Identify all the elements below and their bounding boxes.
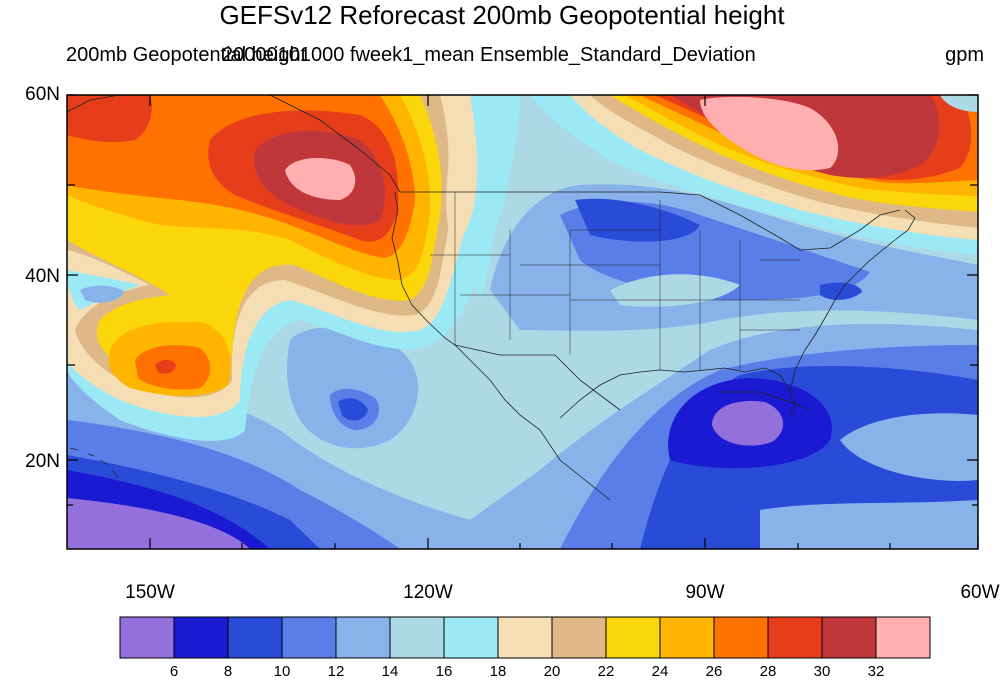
colorbar-level-label: 32 (868, 663, 885, 680)
lon-label-90w: 90W (685, 582, 724, 603)
lon-label-120w: 120W (403, 582, 453, 603)
lat-label-20n: 20N (25, 451, 60, 472)
colorbar-level-label: 10 (274, 663, 291, 680)
contour-level-4 (287, 327, 419, 449)
colorbar-level-label: 22 (598, 663, 615, 680)
canada-coast (67, 95, 401, 193)
colorbar-level-label: 12 (328, 663, 345, 680)
colorbar-level-label: 14 (382, 663, 399, 680)
border-mexico (454, 344, 621, 411)
lon-label-150w: 150W (125, 582, 175, 603)
colorbar-swatch (605, 616, 661, 659)
colorbar-swatches (119, 616, 931, 659)
contour-level-14 (700, 96, 839, 171)
contour-level-6 (470, 95, 520, 300)
longitude-labels: 150W 120W 90W 60W (125, 582, 999, 603)
colorbar-swatch (821, 616, 877, 659)
contour-level-0 (712, 400, 784, 446)
colorbar-labels: 6 8 10 12 14 16 18 20 22 24 26 28 30 32 (170, 663, 885, 680)
contour-level-12 (67, 95, 152, 143)
coastline-east (789, 209, 916, 393)
map-title: GEFSv12 Reforecast 200mb Geopotential he… (219, 0, 785, 30)
units-label: gpm (945, 44, 984, 66)
colorbar-swatch (497, 616, 553, 659)
colorbar-swatch (713, 616, 769, 659)
colorbar-level-label: 18 (490, 663, 507, 680)
contour-level-4 (760, 500, 978, 549)
axis-ticks (67, 94, 979, 549)
us-states (430, 192, 800, 370)
contour-level-5 (420, 340, 542, 461)
contour-level-12 (155, 359, 176, 374)
coastline-gulf (559, 367, 796, 419)
contour-level-0 (67, 498, 250, 549)
colorbar-swatch (443, 616, 499, 659)
colorbar-level-label: 30 (814, 663, 831, 680)
lat-label-60n: 60N (25, 84, 60, 105)
contour-level-4 (80, 285, 125, 303)
hawaii (69, 447, 119, 479)
colorbar-swatch (767, 616, 823, 659)
contour-level-5 (610, 274, 740, 307)
colorbar-level-label: 26 (706, 663, 723, 680)
colorbar-level-label: 28 (760, 663, 777, 680)
colorbar: 6 8 10 12 14 16 18 20 22 24 26 28 30 32 (119, 616, 931, 680)
colorbar-swatch (389, 616, 445, 659)
colorbar-swatch (659, 616, 715, 659)
contour-level-2 (575, 198, 700, 242)
colorbar-swatch (551, 616, 607, 659)
colorbar-swatch (227, 616, 283, 659)
colorbar-level-label: 16 (436, 663, 453, 680)
colorbar-swatch (119, 616, 175, 659)
colorbar-swatch (281, 616, 337, 659)
cuba (720, 391, 811, 411)
border-canada (400, 191, 901, 251)
colorbar-level-label: 6 (170, 663, 178, 680)
contour-level-4 (840, 413, 978, 481)
contour-level-2 (338, 398, 368, 421)
variable-subtitle: 200mb Geopotential height (66, 44, 307, 66)
colorbar-level-label: 20 (544, 663, 561, 680)
contour-field (67, 95, 978, 549)
lon-label-60w: 60W (960, 582, 999, 603)
colorbar-level-label: 24 (652, 663, 669, 680)
latitude-labels: 60N 40N 20N (25, 84, 60, 472)
boundary-lines (67, 95, 916, 501)
colorbar-swatch (173, 616, 229, 659)
map-frame (66, 94, 979, 550)
contour-level-5 (940, 95, 978, 112)
run-subtitle: 20000101000 fweek1_mean Ensemble_Standar… (222, 44, 756, 66)
contour-level-14 (285, 158, 356, 200)
colorbar-swatch (335, 616, 391, 659)
colorbar-swatch (875, 616, 931, 659)
contour-level-7 (440, 95, 477, 245)
lat-label-40n: 40N (25, 266, 60, 287)
colorbar-level-label: 8 (224, 663, 232, 680)
